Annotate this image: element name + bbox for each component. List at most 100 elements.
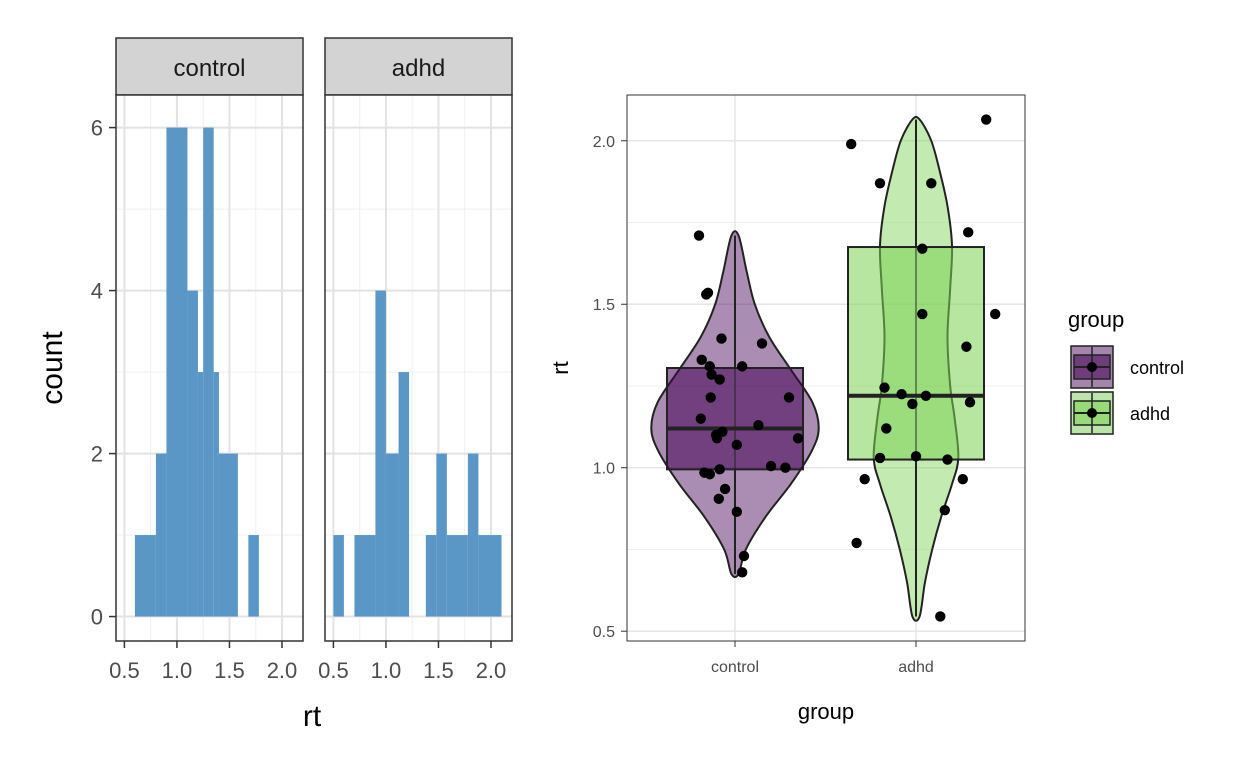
facet-x-ticks: 0.5 1.0 1.5 2.0: [109, 641, 297, 683]
boxplots: [666, 119, 985, 617]
x-tick-label: 1.0: [162, 658, 193, 683]
data-point: [907, 398, 918, 410]
data-point: [706, 369, 717, 380]
histogram-bar: [446, 535, 468, 617]
histogram-bar: [436, 453, 447, 617]
data-point: [896, 388, 907, 400]
legend-keys: control adhd: [1070, 345, 1184, 435]
data-point: [963, 227, 974, 238]
data-point: [874, 452, 886, 464]
x-tick-label: 1.5: [214, 658, 245, 683]
facet-strip: [115, 37, 304, 96]
histogram-bar: [134, 535, 156, 617]
data-point: [935, 611, 946, 622]
data-point: [705, 392, 716, 403]
data-point: [926, 178, 937, 189]
violin-x-ticks: control adhd: [711, 641, 934, 676]
y-tick-label: 2: [91, 442, 103, 467]
data-point: [738, 550, 750, 562]
data-point: [695, 413, 706, 424]
data-point: [702, 287, 714, 299]
histogram-bar: [385, 453, 399, 617]
legend-title: group: [1068, 307, 1124, 332]
y-tick-label: 6: [91, 116, 103, 141]
data-point: [846, 138, 857, 150]
data-point: [957, 473, 968, 485]
facet-panel-border: [115, 94, 304, 642]
histogram-bar: [213, 372, 219, 617]
facet-panel-border: [324, 94, 513, 642]
jitter-points: [693, 114, 1001, 622]
data-point: [696, 354, 707, 366]
data-point: [874, 178, 886, 189]
data-point: [981, 114, 992, 125]
data-point: [693, 230, 705, 241]
data-point: [920, 390, 932, 401]
histogram-bar: [248, 535, 259, 617]
facet-bars: [333, 290, 502, 617]
data-point: [939, 505, 950, 516]
histogram-y-ticks: 0 2 4 6: [91, 116, 116, 630]
histogram-bar: [333, 535, 344, 617]
data-point: [910, 451, 922, 462]
data-point: [765, 460, 777, 472]
data-point: [990, 308, 1001, 320]
data-point: [731, 439, 742, 451]
data-point: [964, 397, 976, 408]
x-tick-label: 0.5: [318, 658, 349, 683]
data-point: [756, 338, 768, 349]
data-point: [851, 537, 862, 549]
histogram-bar: [197, 372, 204, 617]
histogram-x-axis-label: rt: [303, 700, 322, 733]
histogram-bar: [354, 535, 376, 617]
histogram-bar: [425, 535, 437, 617]
legend-key-point: [1087, 362, 1097, 372]
y-tick-label: 1.5: [593, 297, 615, 314]
violin-y-ticks: 0.5 1.0 1.5 2.0: [593, 134, 627, 641]
data-point: [737, 361, 748, 372]
histogram-bar: [375, 290, 386, 617]
violin-y-axis-label: rt: [548, 361, 573, 374]
x-tick-label: control: [711, 659, 759, 676]
x-tick-label: 2.0: [476, 658, 507, 683]
legend-label: control: [1130, 358, 1184, 378]
data-point: [713, 493, 724, 504]
data-point: [917, 308, 928, 320]
data-point: [783, 392, 795, 403]
y-tick-label: 0.5: [593, 624, 615, 641]
histogram-bar: [203, 127, 214, 617]
data-point: [737, 567, 748, 578]
data-point: [704, 469, 715, 480]
histogram-panel: control 0.5 1.0 1.5 2.0 adhd 0.5 1.0 1.5 2.0 0…: [36, 37, 513, 733]
histogram-bar: [187, 290, 198, 617]
data-point: [780, 462, 791, 473]
data-point: [881, 423, 892, 434]
y-tick-label: 1.0: [593, 461, 615, 478]
data-point: [704, 361, 715, 372]
histogram-bar: [155, 453, 167, 617]
violin-panel: 0.5 1.0 1.5 2.0 control adhd group rt: [548, 94, 1026, 724]
facet-strip-label: control: [173, 55, 245, 82]
histogram-bar: [166, 127, 188, 617]
facet-x-ticks: 0.5 1.0 1.5 2.0: [318, 641, 506, 683]
x-tick-label: 0.5: [109, 658, 140, 683]
facet-bars: [134, 127, 259, 617]
histogram-bar: [398, 372, 410, 617]
data-point: [719, 483, 731, 495]
x-tick-label: 2.0: [267, 658, 298, 683]
y-tick-label: 4: [91, 279, 103, 304]
histogram-bar: [467, 453, 479, 617]
facet-control: control 0.5 1.0 1.5 2.0: [109, 37, 304, 683]
facet-strip-label: adhd: [392, 55, 445, 82]
data-point: [714, 464, 725, 475]
histogram-y-axis-label: count: [36, 331, 69, 405]
legend-label: adhd: [1130, 404, 1170, 424]
data-point: [917, 243, 928, 254]
violin-panel-border: [626, 94, 1026, 642]
data-point: [942, 454, 953, 465]
histogram-bar: [218, 453, 238, 617]
data-point: [716, 333, 727, 344]
facet-adhd: adhd 0.5 1.0 1.5 2.0: [318, 37, 513, 683]
histogram-bar: [478, 535, 502, 617]
data-point: [731, 506, 742, 518]
